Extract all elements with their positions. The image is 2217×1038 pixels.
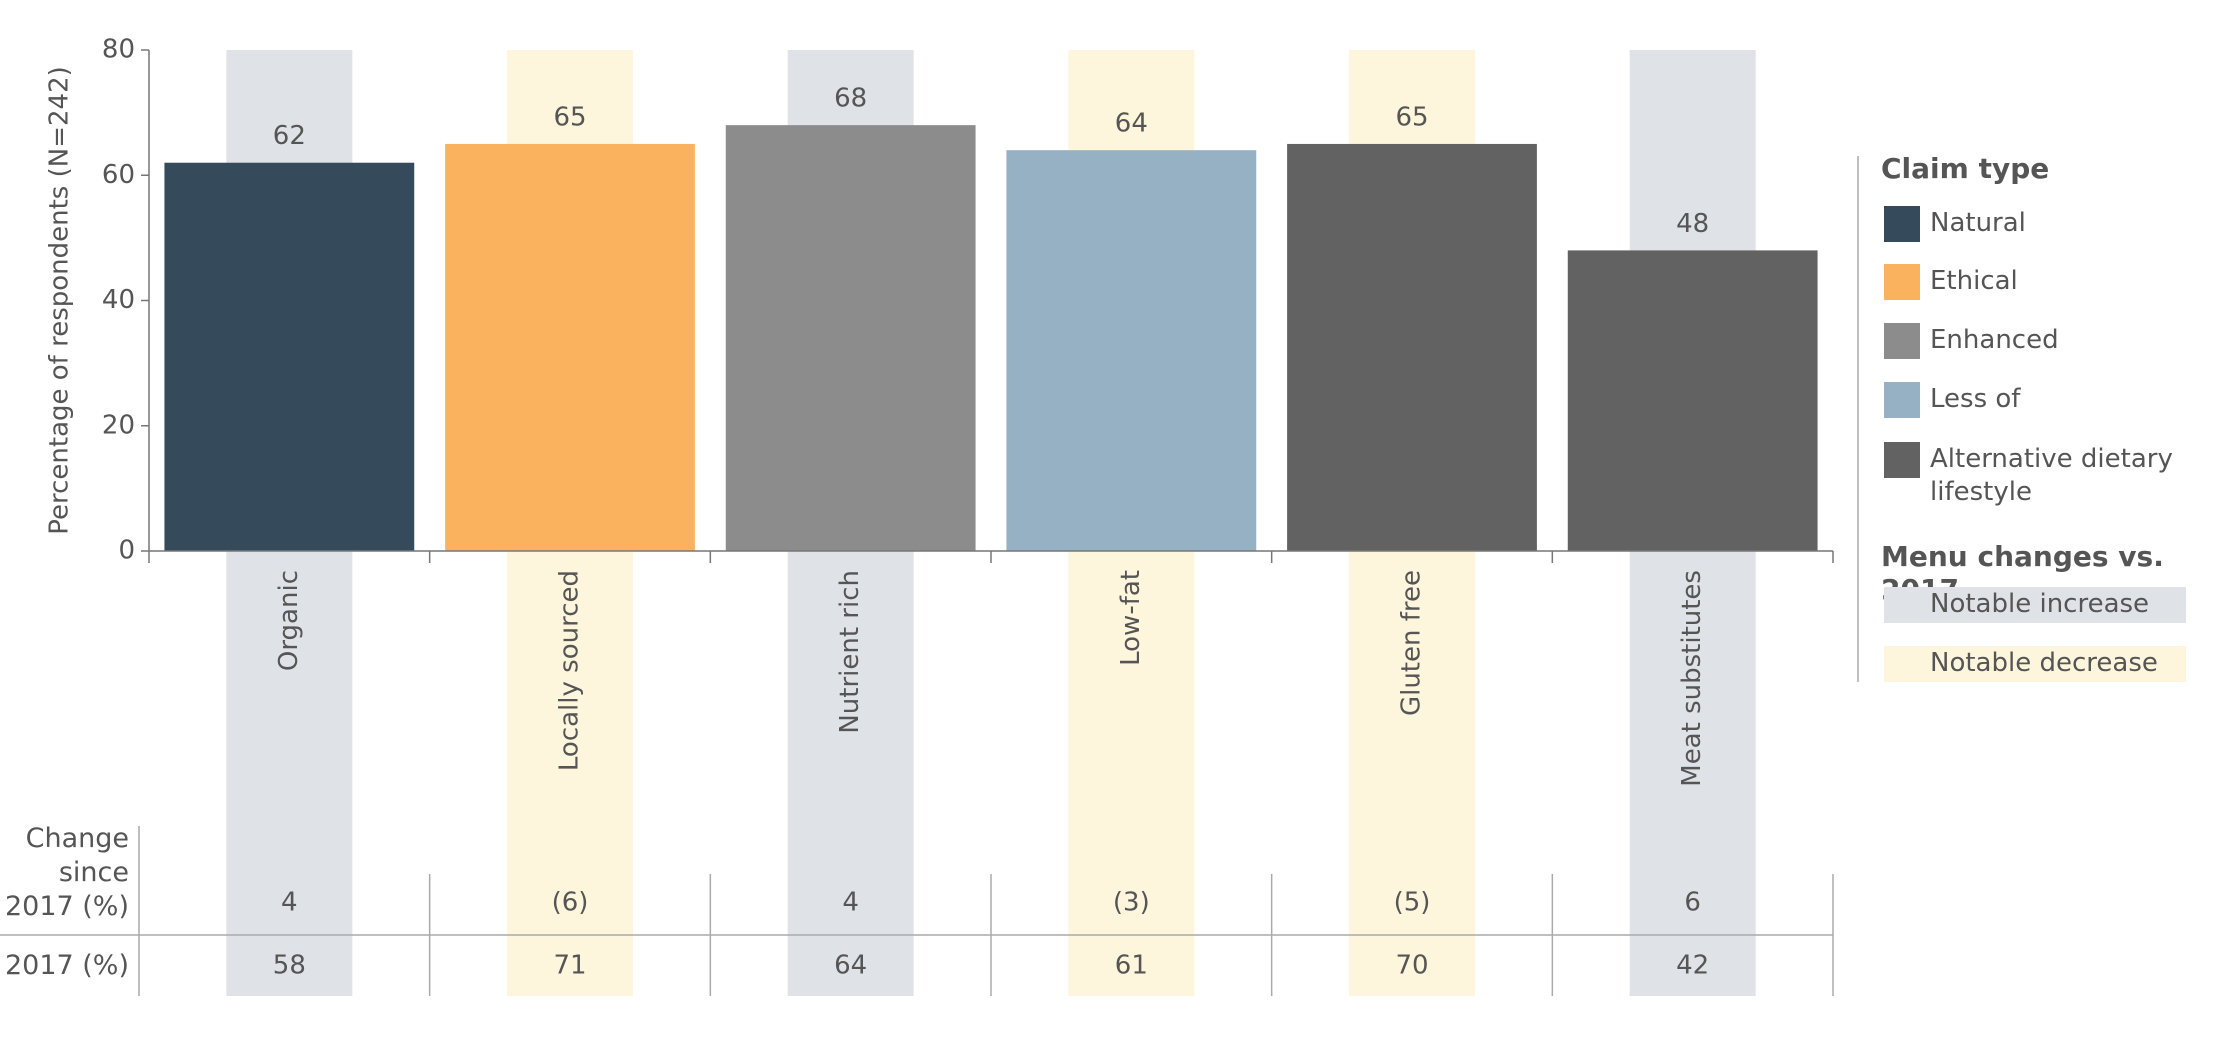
- legend-label: Alternative dietary lifestyle: [1930, 444, 2173, 507]
- y-axis-label: Percentage of respondents (N=242): [45, 66, 75, 535]
- bar: [445, 143, 695, 551]
- legend-swatch: [1884, 382, 1920, 418]
- bar: [725, 125, 976, 552]
- y-tick-label: 80: [102, 35, 135, 65]
- table-cell: (5): [1394, 888, 1431, 918]
- table-cell: 6: [1684, 888, 1701, 918]
- table-cell: (3): [1113, 888, 1150, 918]
- bar: [1287, 143, 1537, 551]
- legend-label: Notable increase: [1930, 589, 2150, 619]
- bar: [1006, 150, 1257, 551]
- table-cell: 71: [553, 951, 586, 981]
- legend-swatch: [1884, 442, 1920, 478]
- legend-swatch: [1884, 206, 1920, 242]
- legend-label: Less of: [1930, 384, 2021, 414]
- x-tick-label: Locally sourced: [555, 570, 585, 771]
- value-label: 62: [273, 121, 306, 151]
- table-cell: (6): [552, 888, 589, 918]
- table-cell: 4: [281, 888, 298, 918]
- x-tick-label: Gluten free: [1397, 570, 1427, 716]
- legend-swatch: [1884, 323, 1920, 359]
- y-tick-label: 20: [102, 410, 135, 440]
- table-cell: 42: [1676, 951, 1709, 981]
- legend-label: Ethical: [1930, 266, 2018, 296]
- legend-label: Enhanced: [1930, 325, 2059, 355]
- legend-label: Natural: [1930, 208, 2026, 238]
- x-tick-label: Nutrient rich: [835, 570, 865, 734]
- table-cell: 61: [1115, 951, 1148, 981]
- y-tick-label: 40: [102, 285, 135, 315]
- x-tick-label: Organic: [274, 570, 304, 671]
- value-label: 48: [1676, 209, 1709, 239]
- bar: [164, 162, 415, 551]
- legend-title: Claim type: [1881, 152, 2050, 185]
- y-tick-label: 60: [102, 160, 135, 190]
- x-tick-label: Meat substitutes: [1677, 570, 1707, 787]
- table-cell: 58: [273, 951, 306, 981]
- legend-label: Notable decrease: [1930, 648, 2158, 678]
- table-cell: 4: [842, 888, 859, 918]
- legend-swatch: [1884, 646, 2186, 682]
- value-label: 65: [1395, 102, 1428, 132]
- value-label: 64: [1115, 109, 1148, 139]
- table-row-label: Change since 2017 (%): [4, 823, 129, 922]
- bar: [1567, 250, 1818, 551]
- table-cell: 64: [834, 951, 867, 981]
- legend-swatch: [1884, 587, 2186, 623]
- legend-swatch: [1884, 264, 1920, 300]
- value-label: 68: [834, 84, 867, 114]
- y-tick-label: 0: [118, 536, 135, 566]
- table-cell: 70: [1395, 951, 1428, 981]
- table-row-label: 2017 (%): [4, 950, 129, 981]
- value-label: 65: [553, 102, 586, 132]
- x-tick-label: Low-fat: [1116, 570, 1146, 666]
